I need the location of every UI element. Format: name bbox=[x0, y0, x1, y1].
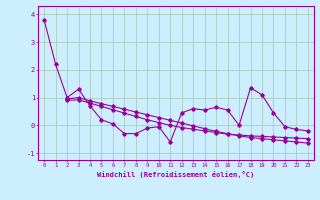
X-axis label: Windchill (Refroidissement éolien,°C): Windchill (Refroidissement éolien,°C) bbox=[97, 171, 255, 178]
